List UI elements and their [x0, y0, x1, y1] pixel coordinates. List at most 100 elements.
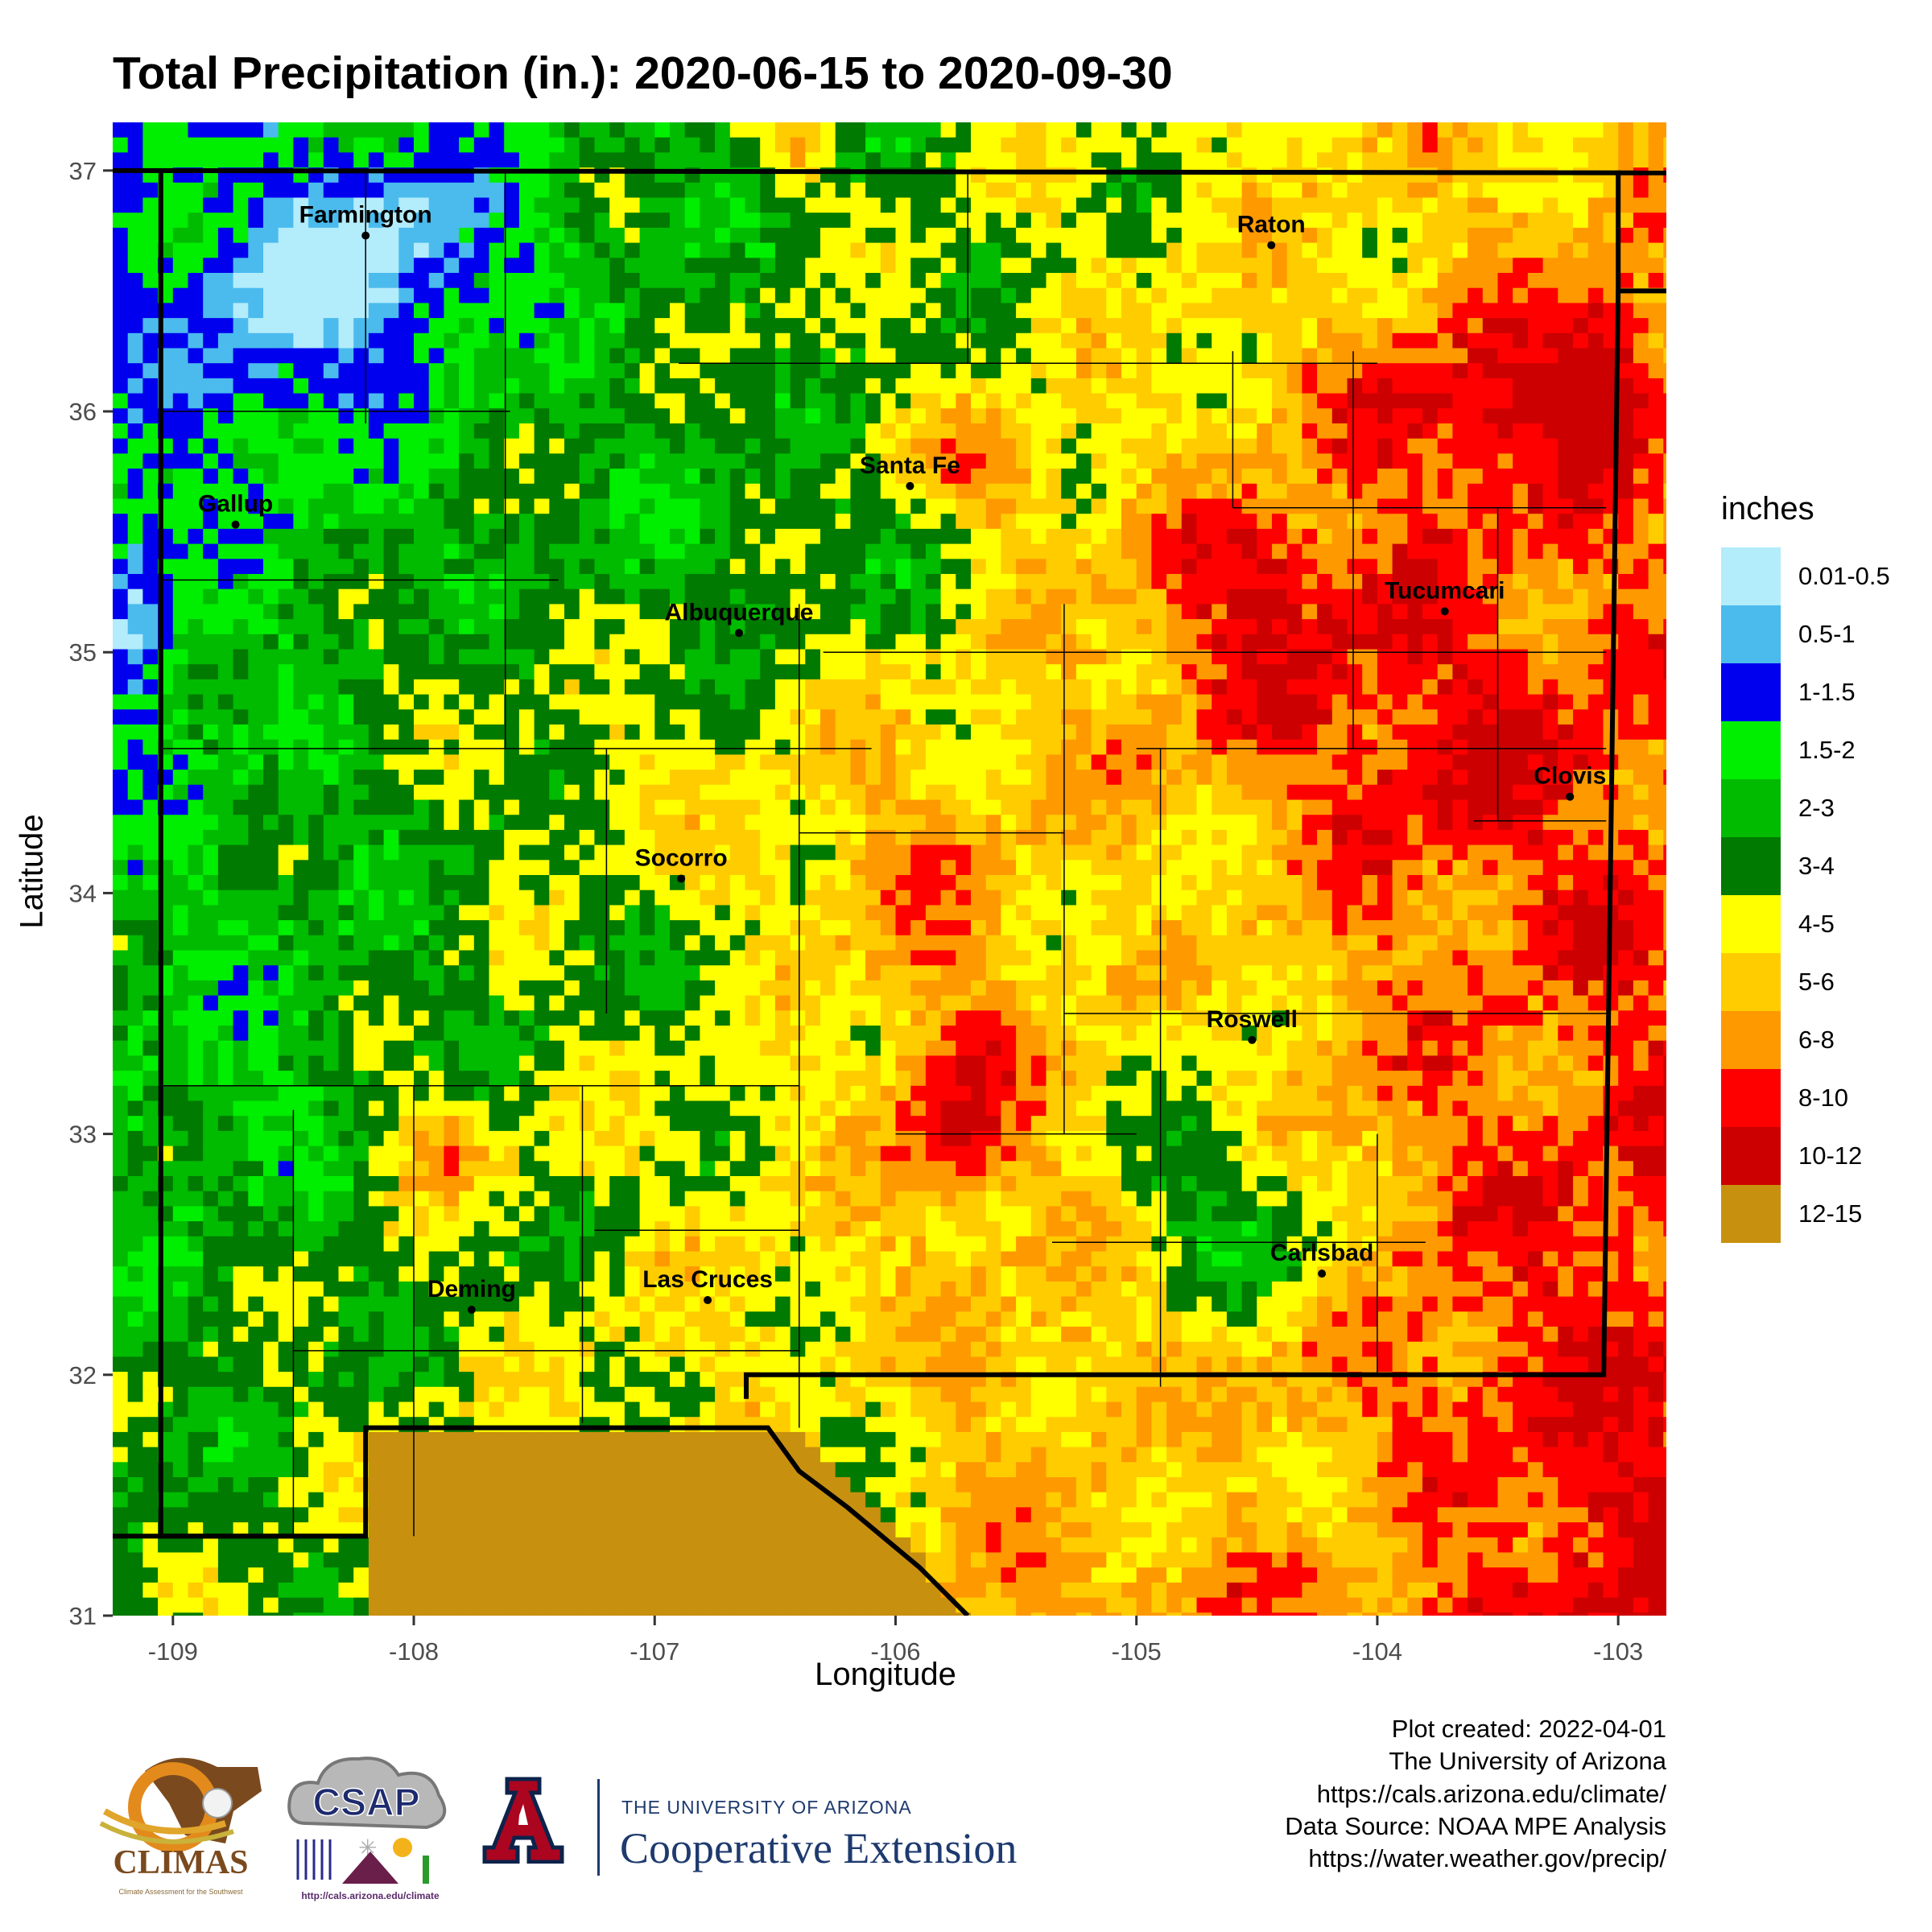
precip-cell — [323, 1206, 340, 1222]
precip-cell — [172, 1055, 189, 1071]
precip-cell — [383, 528, 399, 545]
precip-cell — [609, 197, 625, 213]
precip-cell — [715, 1130, 731, 1147]
precip-cell — [624, 303, 641, 319]
precip-cell — [774, 1477, 791, 1493]
precip-cell — [127, 213, 143, 229]
precip-cell — [217, 770, 234, 786]
precip-cell — [428, 1221, 444, 1237]
precip-cell — [353, 1552, 369, 1568]
precip-cell — [414, 1447, 430, 1463]
precip-cell — [428, 559, 444, 575]
precip-cell — [188, 829, 204, 846]
precip-cell — [715, 1597, 731, 1613]
precip-cell — [217, 1085, 234, 1102]
precip-cell — [549, 860, 565, 876]
precip-cell — [715, 1221, 731, 1237]
precip-cell — [414, 137, 430, 153]
precip-cell — [414, 303, 430, 319]
precip-cell — [338, 588, 354, 605]
precip-cell — [248, 1507, 264, 1523]
precip-cell — [549, 1447, 565, 1463]
precip-cell — [473, 498, 490, 514]
precip-cell — [729, 694, 746, 710]
precip-cell — [700, 213, 716, 229]
precip-cell — [504, 1176, 520, 1192]
precip-cell — [774, 920, 791, 936]
precip-cell — [774, 378, 791, 394]
precip-cell — [774, 664, 791, 680]
precip-cell — [700, 423, 716, 440]
precip-cell — [594, 754, 610, 770]
precip-cell — [489, 1100, 505, 1117]
precip-cell — [473, 1055, 490, 1071]
precip-cell — [142, 197, 159, 213]
precip-cell — [670, 1372, 686, 1388]
precip-cell — [684, 528, 700, 545]
precip-cell — [428, 438, 444, 454]
precip-cell — [760, 122, 776, 138]
precip-cell — [489, 332, 505, 349]
precip-cell — [293, 1161, 309, 1177]
precip-cell — [368, 213, 385, 229]
precip-cell — [368, 784, 385, 801]
precip-cell — [594, 1100, 610, 1117]
precip-cell — [549, 574, 565, 590]
precip-cell — [594, 318, 610, 334]
precip-cell — [700, 649, 716, 665]
precip-cell — [444, 423, 460, 440]
precip-cell — [473, 273, 490, 289]
precip-cell — [233, 739, 249, 755]
precip-cell — [172, 197, 189, 213]
precip-cell — [715, 1281, 731, 1298]
precip-cell — [760, 182, 776, 199]
precip-cell — [308, 1612, 324, 1616]
precip-cell — [790, 905, 806, 921]
precip-cell — [489, 890, 505, 906]
precip-cell — [518, 588, 535, 605]
precip-cell — [609, 1417, 625, 1433]
precip-cell — [353, 423, 369, 440]
precip-cell — [564, 709, 580, 725]
precip-cell — [203, 1191, 219, 1207]
precip-cell — [518, 258, 535, 274]
precip-cell — [729, 1507, 746, 1523]
precip-cell — [489, 1447, 505, 1463]
precip-cell — [715, 1206, 731, 1222]
precip-cell — [518, 829, 535, 846]
precip-cell — [473, 1402, 490, 1418]
precip-cell — [729, 980, 746, 997]
precip-cell — [398, 1040, 415, 1056]
precip-cell — [715, 348, 731, 364]
precip-cell — [835, 287, 851, 303]
precip-cell — [172, 965, 189, 981]
precip-cell — [353, 1311, 369, 1327]
precip-cell — [353, 829, 369, 846]
precip-cell — [760, 709, 776, 725]
precip-cell — [790, 935, 806, 952]
precip-cell — [805, 1010, 821, 1026]
precip-cell — [489, 378, 505, 394]
precip-cell — [760, 378, 776, 394]
precip-cell — [428, 303, 444, 319]
precip-cell — [820, 1176, 836, 1192]
precip-cell — [353, 664, 369, 680]
precip-cell — [338, 1341, 354, 1357]
precip-cell — [127, 1372, 143, 1388]
precip-cell — [850, 574, 866, 590]
precip-cell — [670, 408, 686, 424]
precip-cell — [774, 287, 791, 303]
precip-cell — [323, 1431, 340, 1448]
precip-cell — [428, 1552, 444, 1568]
precip-cell — [624, 1266, 641, 1282]
precip-cell — [504, 905, 520, 921]
precip-cell — [444, 197, 460, 213]
precip-cell — [293, 754, 309, 770]
precip-cell — [579, 213, 595, 229]
precip-cell — [233, 1386, 249, 1403]
precip-cell — [700, 1447, 716, 1463]
precip-cell — [579, 1100, 595, 1117]
precip-cell — [248, 709, 264, 725]
precip-cell — [398, 137, 415, 153]
precip-cell — [504, 1040, 520, 1056]
